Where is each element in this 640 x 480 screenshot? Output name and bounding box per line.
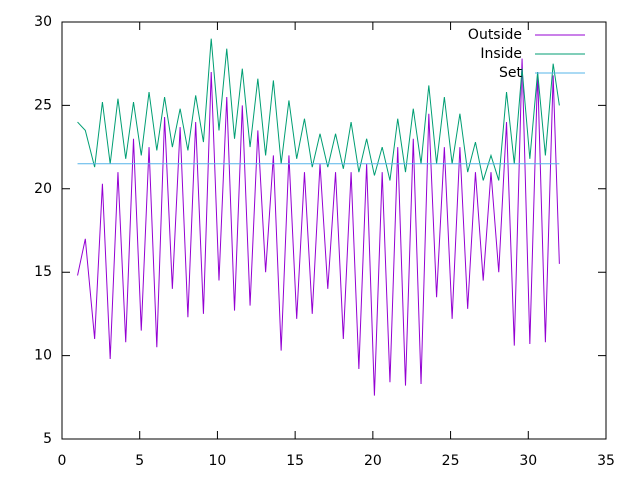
y-tick-label: 5 [43, 431, 52, 447]
x-tick-label: 30 [519, 453, 537, 469]
series-line [77, 58, 560, 396]
y-tick-label: 10 [34, 348, 52, 364]
x-tick-label: 25 [442, 453, 460, 469]
y-tick-label: 15 [34, 264, 52, 280]
y-tick-label: 20 [34, 181, 52, 197]
series-line [77, 38, 560, 181]
x-tick-label: 20 [364, 453, 382, 469]
legend-label: Inside [480, 46, 522, 62]
x-tick-label: 15 [286, 453, 304, 469]
plot-border [61, 21, 607, 440]
y-tick-label: 30 [34, 14, 52, 30]
x-tick-label: 0 [58, 453, 67, 469]
y-tick-label: 25 [34, 97, 52, 113]
legend-label: Outside [468, 27, 522, 43]
legend-label: Set [499, 65, 523, 81]
x-tick-label: 35 [597, 453, 615, 469]
x-tick-label: 10 [209, 453, 227, 469]
x-tick-label: 5 [135, 453, 144, 469]
